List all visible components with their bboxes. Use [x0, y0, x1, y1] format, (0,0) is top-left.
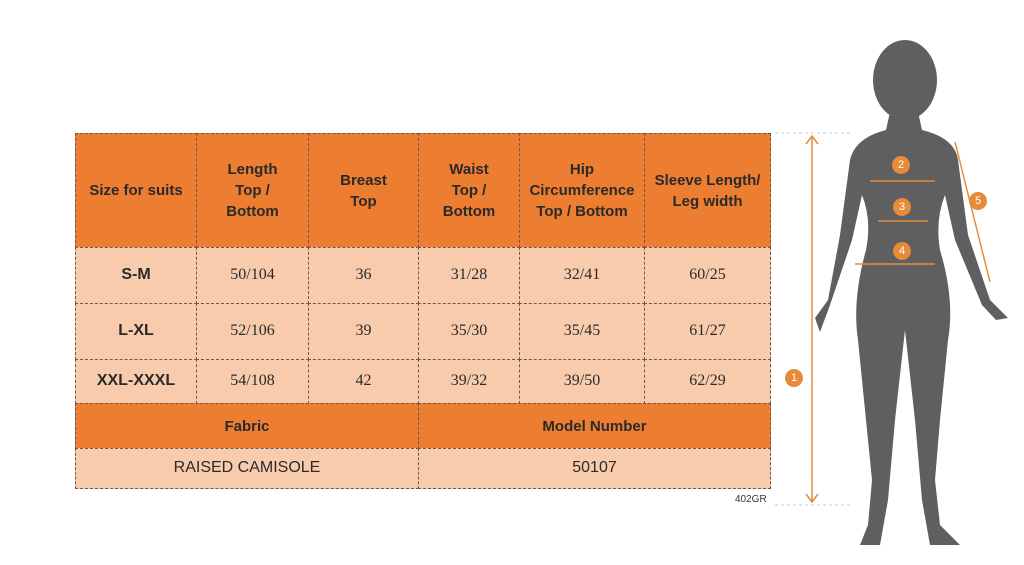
marker-dot [893, 198, 911, 216]
marker-label: 4 [899, 245, 905, 257]
table-cell: 39 [308, 303, 419, 360]
detail-header: Fabric [75, 403, 419, 449]
detail-value: 50107 [418, 448, 771, 489]
markers: 1 2 3 4 5 [785, 156, 987, 387]
table-cell: XXL-XXXL [75, 359, 197, 404]
detail-header: Model Number [418, 403, 771, 449]
table-cell: 35/30 [418, 303, 520, 360]
table-cell: 35/45 [519, 303, 645, 360]
measure-lines [805, 134, 991, 504]
model-code: 402GR [735, 494, 767, 505]
header-cell: Size for suits [75, 133, 197, 248]
table-cell: 60/25 [644, 247, 771, 304]
table-cell: 52/106 [196, 303, 309, 360]
table-cell: 32/41 [519, 247, 645, 304]
table-cell: 54/108 [196, 359, 309, 404]
table-cell: 36 [308, 247, 419, 304]
marker-dot [785, 369, 803, 387]
marker-dot [969, 192, 987, 210]
marker-label: 2 [898, 159, 904, 171]
header-cell: Length Top / Bottom [196, 133, 309, 248]
header-cell: Hip Circumference Top / Bottom [519, 133, 645, 248]
header-cell: Waist Top / Bottom [418, 133, 520, 248]
silhouette [815, 40, 1008, 545]
table-cell: 31/28 [418, 247, 520, 304]
table-cell: 50/104 [196, 247, 309, 304]
table-cell: 42 [308, 359, 419, 404]
guide-lines [775, 132, 850, 506]
header-cell: Breast Top [308, 133, 419, 248]
detail-value: RAISED CAMISOLE [75, 448, 419, 489]
marker-dot [893, 242, 911, 260]
marker-dot [892, 156, 910, 174]
table-cell: 62/29 [644, 359, 771, 404]
table-cell: 39/32 [418, 359, 520, 404]
table-cell: 39/50 [519, 359, 645, 404]
marker-label: 1 [791, 372, 797, 384]
table-cell: L-XL [75, 303, 197, 360]
marker-label: 5 [975, 195, 981, 207]
marker-label: 3 [899, 201, 905, 213]
table-cell: S-M [75, 247, 197, 304]
header-cell: Sleeve Length/ Leg width [644, 133, 771, 248]
table-cell: 61/27 [644, 303, 771, 360]
